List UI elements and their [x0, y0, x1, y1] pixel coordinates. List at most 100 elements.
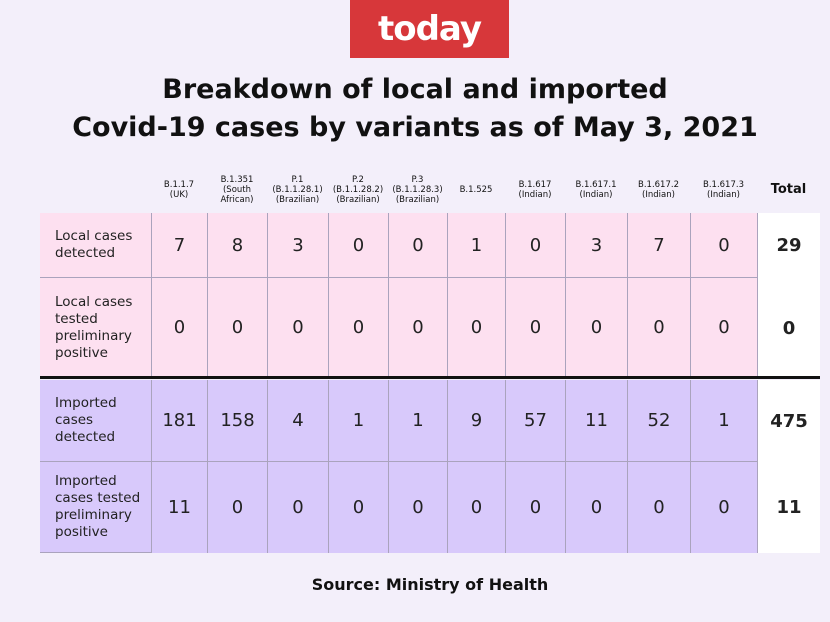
cell: 181 [151, 380, 207, 462]
cell: 0 [328, 462, 388, 553]
total-cell: 11 [757, 462, 820, 553]
cell: 0 [627, 278, 690, 378]
label-line: preliminary [55, 507, 132, 523]
header-line: P.2 [352, 175, 364, 185]
cell: 0 [565, 462, 627, 553]
column-header: B.1.351 (South African) [207, 170, 267, 210]
cell: 0 [690, 462, 757, 553]
header-line: (Indian) [642, 190, 675, 200]
column-header: P.1 (B.1.1.28.1) (Brazilian) [267, 170, 328, 210]
label-line: cases tested [55, 490, 141, 506]
header-line: B.1.617.2 [638, 180, 679, 190]
header-line: B.1.1.7 [163, 180, 195, 190]
cell: 0 [505, 462, 565, 553]
cell: 9 [447, 380, 505, 462]
header-line: B.1.351 [220, 175, 254, 185]
divider [40, 376, 820, 379]
cell: 11 [565, 380, 627, 462]
row-label: Imported cases detected [40, 380, 151, 462]
cell: 0 [565, 278, 627, 378]
row-label: Local cases detected [40, 213, 151, 278]
cell: 0 [207, 278, 267, 378]
header-line: B.1.525 [459, 185, 493, 195]
cell: 0 [505, 278, 565, 378]
header-line: (South [222, 185, 252, 195]
total-cell: 475 [757, 380, 820, 462]
source: Source: Ministry of Health [311, 575, 549, 594]
logo: today [350, 0, 509, 58]
header-line: P.3 [411, 175, 424, 185]
cell: 0 [447, 462, 505, 553]
cell: 0 [388, 213, 447, 278]
column-header: P.2 (B.1.1.28.2) (Brazilian) [328, 170, 388, 210]
label-line: Imported [55, 473, 117, 489]
cell: 4 [267, 380, 328, 462]
cell: 7 [151, 213, 207, 278]
header-line: (Indian) [579, 190, 613, 200]
column-header: B.1.617.1 (Indian) [565, 170, 627, 210]
cell: 1 [690, 380, 757, 462]
header-line: B.1.617.1 [575, 180, 617, 190]
cell: 0 [207, 462, 267, 553]
row-label: Imported cases tested preliminary positive [40, 462, 151, 553]
cell: 0 [447, 278, 505, 378]
cell: 158 [207, 380, 267, 462]
header-line: (B.1.1.28.3) [392, 185, 443, 195]
cell: 8 [207, 213, 267, 278]
header-line: B.1.617 [518, 180, 552, 190]
header-line: (B.1.1.28.2) [332, 185, 384, 195]
label-line: positive [55, 344, 108, 361]
label-line: cases [55, 412, 94, 428]
label-line: detected [55, 245, 116, 261]
cell: 3 [565, 213, 627, 278]
label-line: positive [55, 524, 108, 540]
label-line: detected [55, 429, 116, 445]
header-line: (B.1.1.28.1) [272, 185, 323, 195]
header-line: (Indian) [518, 190, 552, 200]
label-line: Imported [55, 395, 117, 411]
label-line: preliminary [55, 327, 132, 344]
cell: 0 [690, 278, 757, 378]
header-line: (Brazilian) [336, 195, 380, 205]
cell: 0 [388, 278, 447, 378]
header-line: (Brazilian) [395, 195, 440, 205]
cell: 57 [505, 380, 565, 462]
title-line: Covid-19 cases by variants as of May 3, … [72, 112, 758, 143]
label-line: tested [55, 310, 98, 327]
cell: 0 [690, 213, 757, 278]
header-line: (Indian) [707, 190, 740, 200]
column-header: B.1.617.3 (Indian) [690, 170, 757, 210]
header-line: B.1.617.3 [703, 180, 744, 190]
header-line: (Brazilian) [275, 195, 320, 205]
cell: 0 [328, 213, 388, 278]
total-cell: 29 [757, 213, 820, 278]
column-header: Total [757, 170, 820, 210]
header-line: Total [770, 182, 807, 197]
column-header: B.1.617 (Indian) [505, 170, 565, 210]
cell: 0 [267, 278, 328, 378]
header-line: P.1 [291, 175, 304, 185]
label-line: Local cases [55, 228, 133, 244]
label-line: Local cases [55, 293, 133, 310]
cell: 0 [505, 213, 565, 278]
cell: 0 [267, 462, 328, 553]
cell: 1 [447, 213, 505, 278]
cell: 7 [627, 213, 690, 278]
cell: 11 [151, 462, 207, 553]
header-line: African) [220, 195, 254, 205]
header-line: (UK) [169, 190, 189, 200]
cell: 0 [151, 278, 207, 378]
row-label: Local cases tested preliminary positive [40, 278, 151, 378]
cell: 1 [328, 380, 388, 462]
cell: 0 [328, 278, 388, 378]
title-line: Breakdown of local and imported [162, 74, 668, 105]
total-cell: 0 [757, 278, 820, 378]
column-header: B.1.1.7 (UK) [151, 170, 207, 210]
column-header: P.3 (B.1.1.28.3) (Brazilian) [388, 170, 447, 210]
cell: 1 [388, 380, 447, 462]
cell: 3 [267, 213, 328, 278]
column-header: B.1.617.2 (Indian) [627, 170, 690, 210]
column-header: B.1.525 [447, 170, 505, 210]
cell: 0 [388, 462, 447, 553]
